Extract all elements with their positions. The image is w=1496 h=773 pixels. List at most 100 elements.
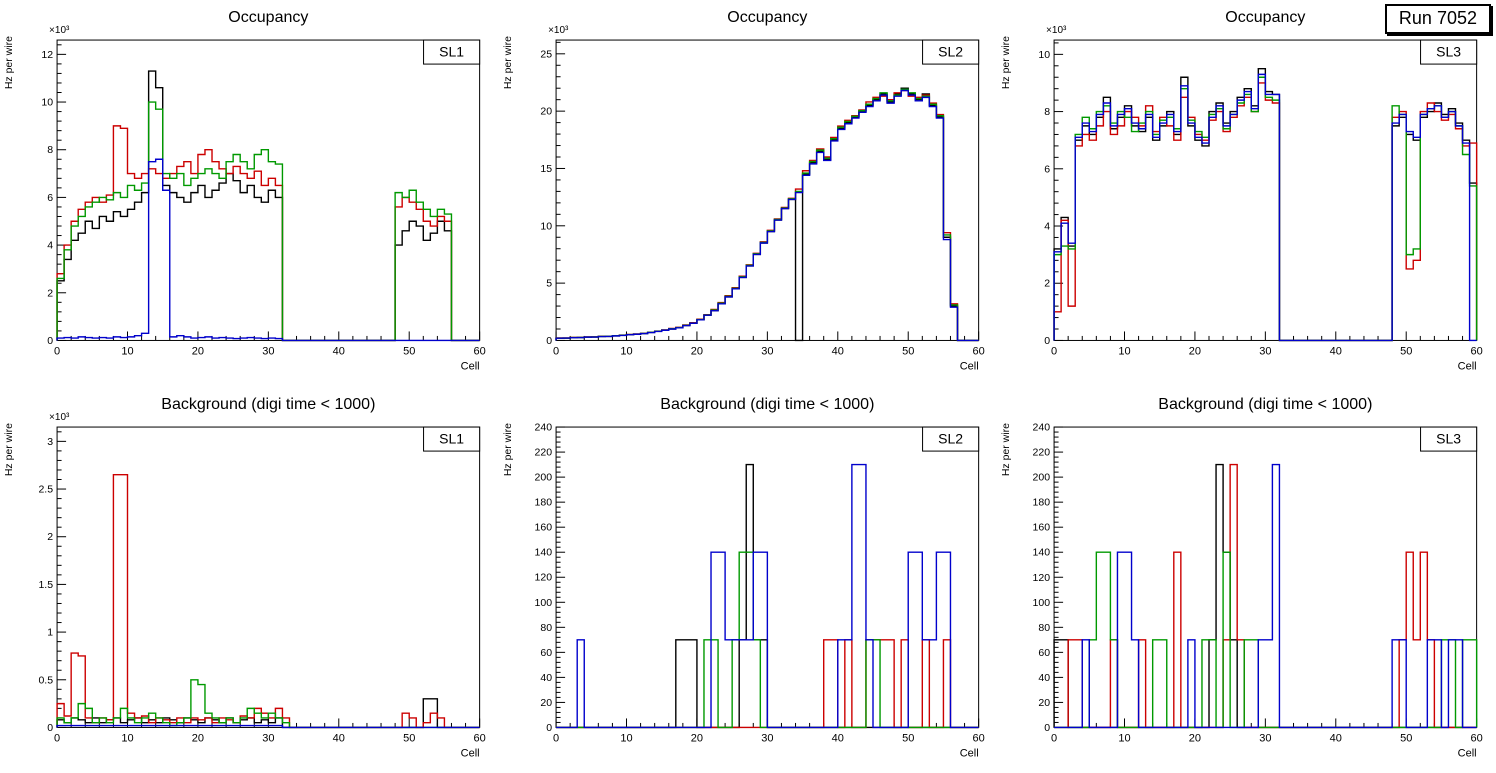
- svg-text:1.5: 1.5: [38, 578, 53, 590]
- svg-text:10: 10: [1119, 345, 1131, 357]
- svg-text:60: 60: [1471, 345, 1483, 357]
- svg-text:8: 8: [1045, 106, 1051, 118]
- svg-text:20: 20: [1189, 345, 1201, 357]
- svg-text:15: 15: [540, 163, 552, 175]
- y-axis-multiplier: ×10³: [1046, 25, 1067, 36]
- svg-text:60: 60: [474, 732, 486, 744]
- run-label: Run 7052: [1398, 8, 1477, 28]
- y-axis-title: Hz per wire: [1000, 422, 1012, 475]
- svg-text:0: 0: [1051, 345, 1057, 357]
- svg-text:10: 10: [1119, 732, 1131, 744]
- svg-text:140: 140: [534, 546, 552, 558]
- svg-text:60: 60: [1471, 732, 1483, 744]
- svg-text:160: 160: [1033, 521, 1051, 533]
- svg-text:30: 30: [1260, 345, 1272, 357]
- chart-background-sl1: Background (digi time < 1000)0 10 20 30 40 50…: [3, 395, 486, 759]
- plot-frame: [56, 426, 481, 728]
- x-axis-title: Cell: [461, 747, 480, 759]
- svg-text:4: 4: [1045, 221, 1051, 233]
- series-red: [56, 473, 480, 728]
- svg-text:220: 220: [1033, 446, 1051, 458]
- svg-text:180: 180: [1033, 496, 1051, 508]
- series-blue: [56, 724, 480, 728]
- pad-label-box: [921, 39, 979, 65]
- pad-occupancy-sl1: Occupancy 0 10 20 30 40 50 60 Cell 0 2 4 6 8 10 12 Hz pe…: [0, 0, 499, 387]
- svg-text:20: 20: [192, 732, 204, 744]
- svg-text:3: 3: [47, 435, 53, 447]
- chart-occupancy-sl3: Occupancy 0 10 20 30 40 50 60 Cell 0 2 4 6 8 10 Hz per …: [1000, 8, 1483, 372]
- svg-text:1: 1: [47, 626, 53, 638]
- y-axis: 0 20 40 60 80 100 120 140 160 180 200 220 240 Hz per …: [1000, 421, 1064, 733]
- svg-text:50: 50: [902, 732, 914, 744]
- svg-text:10: 10: [540, 220, 552, 232]
- svg-text:20: 20: [1189, 732, 1201, 744]
- svg-text:20: 20: [540, 696, 552, 708]
- chart-occupancy-sl2: Occupancy 0 10 20 30 40 50 60 Cell 0 5 10 15 20 25 Hz p…: [502, 8, 985, 372]
- pad-label: SL3: [1436, 430, 1461, 446]
- svg-text:10: 10: [121, 345, 133, 357]
- svg-text:40: 40: [333, 345, 345, 357]
- series-group: [1053, 463, 1478, 728]
- svg-text:40: 40: [831, 345, 843, 357]
- run-label-box: Run 7052: [1384, 4, 1491, 34]
- svg-text:50: 50: [1400, 732, 1412, 744]
- y-axis: 0 2 4 6 8 10 Hz per wire ×10³: [1000, 25, 1067, 347]
- x-axis-title: Cell: [1458, 747, 1477, 759]
- svg-text:160: 160: [534, 521, 552, 533]
- svg-text:200: 200: [534, 471, 552, 483]
- x-axis: 0 10 20 30 40 50 60 Cell: [553, 717, 984, 759]
- svg-text:80: 80: [540, 621, 552, 633]
- svg-text:0: 0: [54, 732, 60, 744]
- svg-text:120: 120: [534, 571, 552, 583]
- chart-title: Background (digi time < 1000): [660, 395, 874, 413]
- svg-text:40: 40: [540, 671, 552, 683]
- svg-text:80: 80: [1039, 621, 1051, 633]
- svg-text:220: 220: [534, 446, 552, 458]
- chart-title: Background (digi time < 1000): [161, 395, 375, 413]
- svg-text:30: 30: [1260, 732, 1272, 744]
- svg-text:0: 0: [1045, 335, 1051, 347]
- y-axis: 0 20 40 60 80 100 120 140 160 180 200 220 240 Hz per …: [502, 421, 565, 733]
- svg-text:120: 120: [1033, 571, 1051, 583]
- svg-text:200: 200: [1033, 471, 1051, 483]
- pad-label: SL3: [1436, 44, 1461, 60]
- svg-text:60: 60: [540, 646, 552, 658]
- y-axis-title: Hz per wire: [3, 422, 15, 475]
- svg-text:10: 10: [1039, 49, 1051, 61]
- svg-text:40: 40: [1039, 671, 1051, 683]
- plot-frame: [555, 39, 979, 341]
- series-green: [555, 88, 979, 342]
- svg-text:100: 100: [1033, 596, 1051, 608]
- svg-text:180: 180: [534, 496, 552, 508]
- svg-text:40: 40: [1330, 345, 1342, 357]
- series-blue: [555, 89, 979, 342]
- y-axis-title: Hz per wire: [502, 36, 514, 89]
- svg-text:60: 60: [972, 345, 984, 357]
- svg-text:20: 20: [192, 345, 204, 357]
- svg-text:40: 40: [831, 732, 843, 744]
- chart-title: Occupancy: [727, 8, 807, 26]
- svg-text:10: 10: [121, 732, 133, 744]
- chart-background-sl3: Background (digi time < 1000) 0 10 20 30 40 50…: [1000, 395, 1483, 759]
- series-black: [1053, 67, 1478, 342]
- series-blue: [1053, 73, 1477, 342]
- svg-text:0: 0: [1051, 732, 1057, 744]
- svg-text:20: 20: [1039, 696, 1051, 708]
- svg-text:30: 30: [761, 732, 773, 744]
- series-group: [555, 87, 979, 342]
- chart-occupancy-sl1: Occupancy 0 10 20 30 40 50 60 Cell 0 2 4 6 8 10 12 Hz pe…: [3, 8, 486, 372]
- pad-label-box: [921, 426, 979, 452]
- svg-text:6: 6: [1045, 163, 1051, 175]
- y-axis: 0 5 10 15 20 25 Hz per wire ×10³: [502, 25, 569, 347]
- svg-text:140: 140: [1033, 546, 1051, 558]
- svg-text:2: 2: [47, 531, 53, 543]
- svg-text:50: 50: [403, 732, 415, 744]
- pad-label: SL2: [938, 430, 963, 446]
- pad-background-sl3: Background (digi time < 1000) 0 10 20 30 40 50…: [997, 387, 1496, 773]
- chart-background-sl2: Background (digi time < 1000) 0 10 20 30 40 50…: [502, 395, 985, 759]
- x-axis: 0 10 20 30 40 50 60 Cell: [553, 331, 984, 372]
- x-axis-title: Cell: [959, 360, 978, 372]
- svg-text:6: 6: [47, 192, 53, 204]
- series-red: [555, 89, 979, 342]
